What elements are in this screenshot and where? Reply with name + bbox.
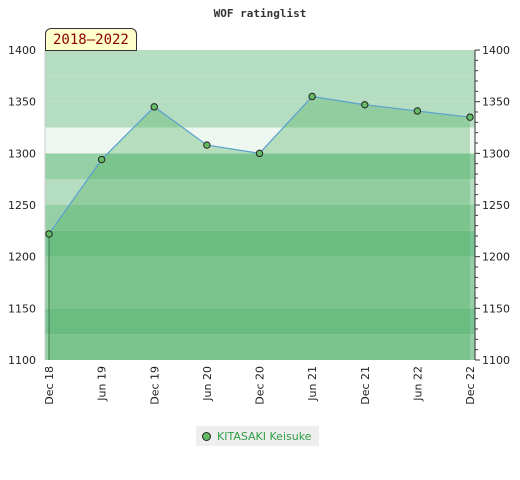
plot-band bbox=[45, 334, 475, 360]
series-area bbox=[49, 96, 470, 360]
y-tick-label-left: 1200 bbox=[8, 251, 36, 264]
y-tick-label-right: 1200 bbox=[482, 251, 510, 264]
y-tick-label-left: 1300 bbox=[8, 147, 36, 160]
x-tick-label: Jun 22 bbox=[411, 366, 424, 402]
plot-band bbox=[45, 75, 475, 102]
data-point bbox=[97, 155, 106, 164]
y-tick-label-right: 1150 bbox=[482, 302, 510, 315]
x-tick-label: Dec 18 bbox=[43, 366, 56, 405]
plot-band bbox=[45, 127, 475, 154]
data-point bbox=[150, 103, 158, 111]
y-tick-label-left: 1100 bbox=[8, 354, 36, 367]
plot-band bbox=[45, 308, 475, 335]
plot-band bbox=[45, 205, 475, 231]
tick-labels: 1100 1100 1150 1150 1200 1200 1250 1250 1300 1300… bbox=[8, 44, 510, 405]
chart-title: WOF ratinglist bbox=[214, 7, 307, 20]
y-tick-label-left: 1250 bbox=[8, 199, 36, 212]
x-tick-label: Jun 19 bbox=[96, 366, 109, 402]
y-tick-label-left: 1350 bbox=[8, 96, 36, 109]
plot-band bbox=[45, 179, 475, 205]
plot-band bbox=[45, 282, 475, 309]
area-layer bbox=[49, 96, 470, 360]
data-point bbox=[45, 230, 53, 238]
y-tick-label-right: 1100 bbox=[482, 354, 510, 367]
plot-band bbox=[45, 230, 475, 257]
period-badge: 2018–2022 bbox=[45, 28, 137, 51]
y-tick-label-right: 1300 bbox=[482, 147, 510, 160]
data-point bbox=[466, 113, 474, 121]
x-tick-label: Dec 22 bbox=[464, 366, 477, 405]
legend-label: KITASAKI Keisuke bbox=[217, 429, 312, 443]
data-point bbox=[203, 141, 211, 149]
data-points bbox=[45, 92, 474, 238]
plot-band bbox=[45, 256, 475, 283]
plot-band bbox=[45, 153, 475, 180]
plot-band bbox=[45, 101, 475, 128]
plot-band bbox=[45, 50, 475, 76]
axes bbox=[44, 49, 480, 361]
y-tick-label-left: 1400 bbox=[8, 44, 36, 57]
data-point bbox=[255, 149, 264, 158]
data-point bbox=[361, 101, 369, 109]
x-tick-label: Jun 21 bbox=[306, 366, 319, 402]
plot-bands bbox=[45, 50, 475, 360]
x-tick-label: Dec 21 bbox=[359, 366, 372, 405]
data-point bbox=[308, 92, 316, 101]
y-tick-label-right: 1250 bbox=[482, 199, 510, 212]
data-point bbox=[413, 107, 422, 115]
x-tick-label: Dec 19 bbox=[148, 366, 161, 405]
y-tick-label-right: 1400 bbox=[482, 44, 510, 57]
y-tick-label-left: 1150 bbox=[8, 302, 36, 315]
legend-marker-icon bbox=[202, 431, 211, 441]
legend: KITASAKI Keisuke bbox=[196, 426, 320, 446]
x-tick-label: Jun 20 bbox=[201, 366, 214, 402]
x-tick-label: Dec 20 bbox=[254, 366, 267, 405]
y-tick-label-right: 1350 bbox=[482, 96, 510, 109]
